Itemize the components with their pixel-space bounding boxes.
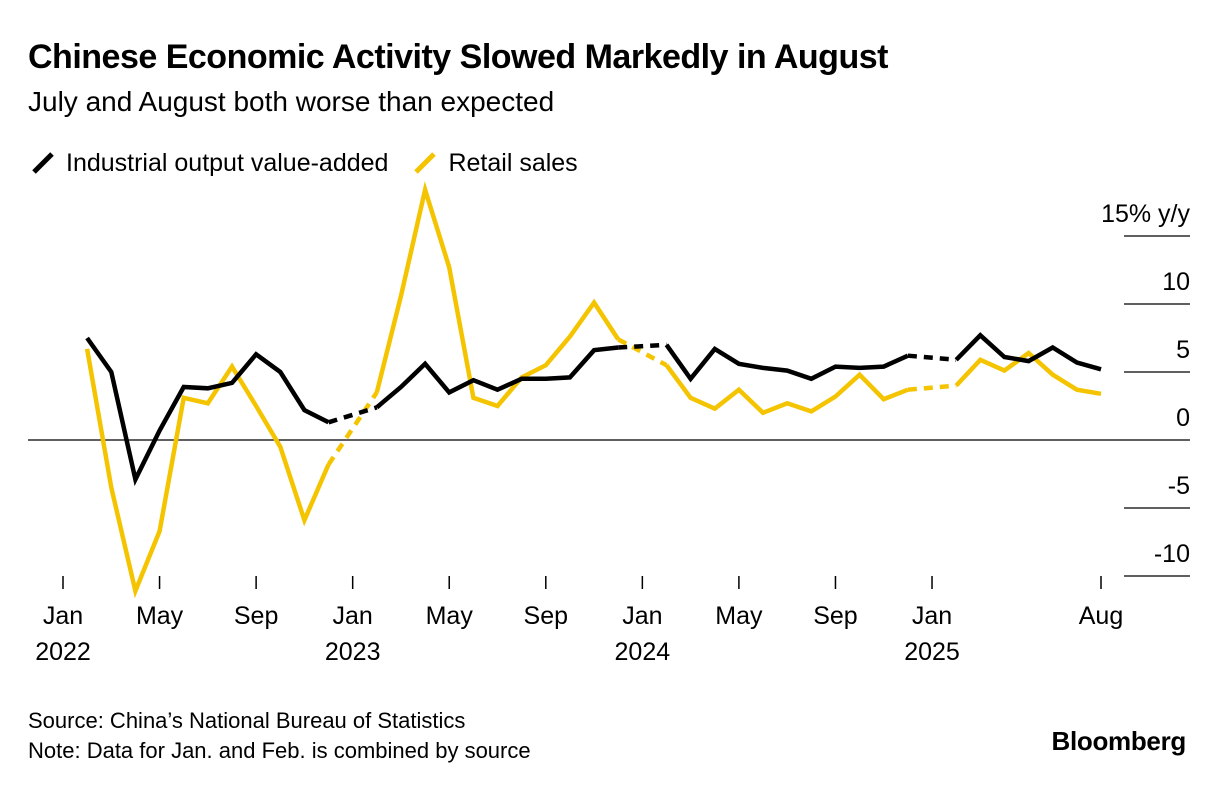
y-tick-label-3: 0	[1176, 404, 1190, 432]
x-tick-year-6: 2024	[615, 638, 671, 666]
x-tick-label-8: Sep	[813, 602, 857, 630]
x-tick-year-3: 2023	[325, 638, 381, 666]
legend-item-retail: Retail sales	[410, 148, 578, 178]
x-tick-label-3: Jan	[333, 602, 373, 630]
y-tick-label-4: -5	[1168, 472, 1190, 500]
x-tick-label-9: Jan	[912, 602, 952, 630]
data-note: Note: Data for Jan. and Feb. is combined…	[28, 738, 531, 763]
legend: Industrial output value-added Retail sal…	[28, 146, 600, 180]
legend-item-industrial: Industrial output value-added	[28, 148, 388, 178]
legend-swatch-industrial	[32, 152, 54, 174]
legend-swatch-retail	[414, 152, 437, 174]
x-tick-label-1: May	[136, 602, 184, 630]
series-1-line-1	[374, 181, 621, 409]
series-1-gap-1	[617, 337, 668, 368]
series-1-line-3	[954, 350, 1102, 397]
series-0-line-2	[664, 343, 909, 383]
x-tick-label-5: Sep	[524, 602, 568, 630]
series-0-gap-0	[327, 405, 378, 425]
y-tick-label-2: 5	[1176, 336, 1190, 364]
legend-label-retail: Retail sales	[448, 148, 578, 177]
x-tick-label-6: Jan	[622, 602, 662, 630]
legend-label-industrial: Industrial output value-added	[66, 148, 389, 177]
x-tick-label-4: May	[426, 602, 474, 630]
chart-title: Chinese Economic Activity Slowed Markedl…	[28, 38, 888, 76]
series-0-line-0	[85, 336, 330, 487]
series-1-gap-0	[326, 391, 379, 466]
y-tick-label-1: 10	[1162, 268, 1190, 296]
x-tick-year-0: 2022	[35, 638, 91, 666]
y-tick-label-5: -10	[1154, 540, 1190, 568]
x-tick-year-9: 2025	[904, 638, 960, 666]
series-0-gap-1	[618, 342, 667, 350]
x-tick-label-0: Jan	[43, 602, 83, 630]
x-tick-label-2: Sep	[234, 602, 278, 630]
series-1-line-0	[84, 348, 331, 599]
x-tick-label-7: May	[715, 602, 763, 630]
source-note: Source: China’s National Bureau of Stati…	[28, 708, 466, 733]
y-tick-label-0: 15% y/y	[1101, 200, 1190, 228]
line-chart: 15% y/y 10 5 0 -5 -10 Jan 2022 May Sep Jan 2023 May S…	[28, 181, 1190, 666]
series-0-line-3	[954, 332, 1102, 372]
footer-notes: Source: China’s National Bureau of Stati…	[28, 706, 531, 766]
series-1-line-2	[664, 363, 909, 416]
chart-subtitle: July and August both worse than expected	[28, 86, 555, 117]
series-1-gap-2	[907, 383, 957, 392]
series-0-gap-2	[907, 353, 957, 363]
series-0-line-1	[375, 345, 619, 410]
bloomberg-logo: Bloomberg	[1051, 726, 1186, 756]
x-tick-label-10: Aug	[1079, 602, 1123, 630]
